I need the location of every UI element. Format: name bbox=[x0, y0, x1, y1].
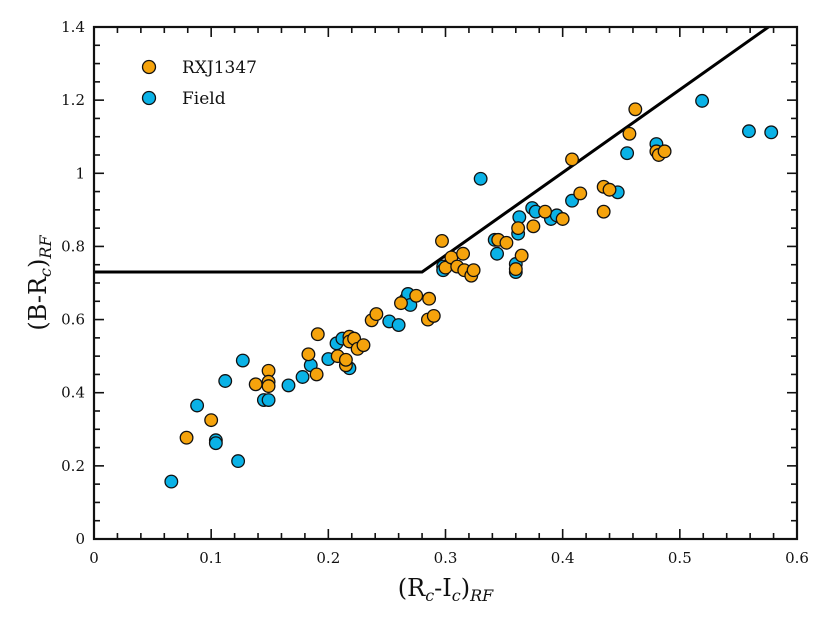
point-rxj1347 bbox=[179, 430, 194, 445]
series-rxj1347 bbox=[179, 102, 672, 445]
y-tick-label: 0.2 bbox=[61, 457, 85, 475]
point-rxj1347 bbox=[369, 307, 384, 322]
point-field bbox=[695, 93, 710, 108]
point-rxj1347 bbox=[435, 233, 449, 248]
point-rxj1347 bbox=[511, 221, 526, 236]
point-field bbox=[742, 124, 756, 139]
point-field bbox=[295, 370, 310, 384]
point-field bbox=[490, 246, 505, 261]
point-field bbox=[764, 125, 779, 140]
point-rxj1347 bbox=[538, 204, 553, 219]
x-tick-label: 0.6 bbox=[785, 549, 809, 567]
point-rxj1347 bbox=[622, 126, 637, 141]
point-field bbox=[261, 393, 276, 407]
point-rxj1347 bbox=[499, 235, 514, 250]
x-tick-label: 0.3 bbox=[434, 549, 458, 567]
point-rxj1347 bbox=[422, 291, 437, 306]
x-tick-label: 0.2 bbox=[316, 549, 340, 567]
point-rxj1347 bbox=[204, 413, 219, 428]
y-tick-label: 1.2 bbox=[61, 91, 85, 109]
point-rxj1347 bbox=[456, 246, 471, 261]
legend-label-field: Field bbox=[182, 89, 226, 109]
point-field bbox=[231, 454, 246, 469]
x-tick-label: 0.1 bbox=[199, 549, 223, 567]
point-rxj1347 bbox=[409, 288, 424, 303]
point-rxj1347 bbox=[657, 144, 672, 159]
selection-line-layer bbox=[94, 27, 771, 274]
x-tick-label: 0 bbox=[89, 549, 99, 567]
point-field bbox=[235, 353, 250, 368]
point-rxj1347 bbox=[602, 182, 617, 197]
y-tick-label: 0.6 bbox=[61, 311, 85, 329]
point-rxj1347 bbox=[338, 352, 353, 367]
point-field bbox=[190, 398, 205, 413]
point-field bbox=[164, 474, 179, 489]
point-field bbox=[620, 146, 635, 161]
x-axis-label: (Rc-Ic)RF bbox=[398, 574, 494, 605]
point-rxj1347 bbox=[356, 338, 371, 353]
y-axis-label: (B-Rc)RF bbox=[24, 235, 55, 331]
point-rxj1347 bbox=[628, 102, 643, 117]
point-rxj1347 bbox=[261, 379, 276, 394]
point-rxj1347 bbox=[514, 248, 529, 263]
point-field bbox=[208, 436, 223, 451]
y-tick-label: 0.8 bbox=[61, 237, 85, 255]
point-rxj1347 bbox=[508, 262, 523, 277]
y-tick-label: 0.4 bbox=[61, 384, 85, 402]
point-rxj1347 bbox=[555, 212, 570, 226]
y-tick-label: 1.4 bbox=[61, 18, 85, 36]
y-tick-label: 0 bbox=[75, 530, 85, 548]
point-field bbox=[473, 171, 488, 186]
point-rxj1347 bbox=[310, 327, 325, 342]
point-rxj1347 bbox=[565, 152, 579, 167]
point-rxj1347 bbox=[466, 263, 481, 278]
point-field bbox=[391, 318, 406, 333]
tick-labels: 0 0.1 0.2 0.3 0.4 0.5 0.6 0 0.2 0.4 0.6 0.8 1 1.2 1.4 bbox=[61, 18, 809, 567]
point-rxj1347 bbox=[248, 377, 263, 392]
point-rxj1347 bbox=[394, 296, 408, 311]
y-tick-label: 1 bbox=[75, 164, 85, 182]
point-rxj1347 bbox=[301, 347, 316, 362]
plot-frame bbox=[92, 25, 799, 541]
legend-marker-field bbox=[141, 90, 157, 106]
point-rxj1347 bbox=[309, 367, 324, 382]
legend: RXJ1347 Field bbox=[141, 58, 257, 109]
data-points bbox=[164, 93, 779, 489]
legend-marker-rxj1347 bbox=[141, 59, 157, 75]
point-rxj1347 bbox=[573, 186, 588, 201]
point-rxj1347 bbox=[526, 219, 541, 234]
point-field bbox=[281, 378, 296, 393]
legend-label-rxj1347: RXJ1347 bbox=[182, 58, 257, 78]
point-rxj1347 bbox=[426, 308, 441, 323]
point-rxj1347 bbox=[596, 204, 611, 219]
point-field bbox=[218, 374, 233, 388]
x-tick-label: 0.4 bbox=[551, 549, 575, 567]
x-tick-label: 0.5 bbox=[668, 549, 692, 567]
series-field bbox=[164, 93, 779, 489]
selection-line bbox=[94, 27, 771, 274]
